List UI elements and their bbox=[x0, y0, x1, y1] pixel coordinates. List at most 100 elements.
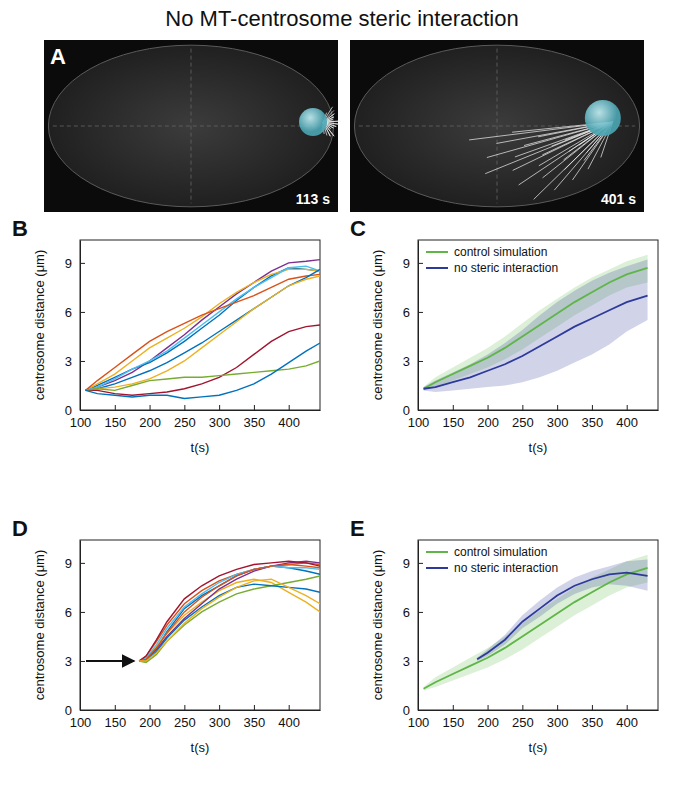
centrosome-sphere bbox=[299, 108, 327, 136]
axis-line bbox=[419, 410, 659, 411]
tick: 150 bbox=[442, 705, 464, 730]
tick-label: 9 bbox=[65, 556, 72, 571]
tick-label: 350 bbox=[244, 715, 266, 730]
tick-mark bbox=[184, 405, 185, 410]
tick-mark bbox=[80, 312, 85, 313]
plot-frame bbox=[418, 540, 658, 710]
tick-label: 100 bbox=[70, 715, 92, 730]
tick-mark bbox=[115, 705, 116, 710]
tick-mark bbox=[557, 405, 558, 410]
axis-line bbox=[81, 410, 321, 411]
tick: 400 bbox=[278, 405, 300, 430]
tick-mark bbox=[184, 705, 185, 710]
series-line bbox=[86, 268, 320, 391]
tick-mark bbox=[254, 405, 255, 410]
tick: 9 bbox=[403, 256, 423, 271]
y-axis: 0369 bbox=[403, 241, 423, 418]
series-line bbox=[139, 579, 320, 661]
tick-mark bbox=[557, 705, 558, 710]
series-line bbox=[139, 579, 320, 661]
tick: 0 bbox=[65, 403, 85, 418]
tick: 3 bbox=[403, 654, 423, 669]
tick: 150 bbox=[104, 705, 126, 730]
plot-frame bbox=[80, 540, 320, 710]
tick-mark bbox=[289, 405, 290, 410]
legend-label: no steric interaction bbox=[454, 261, 558, 275]
chart-panel: 1001502002503003504000369t(s)centrosome … bbox=[350, 516, 659, 755]
tick: 3 bbox=[65, 354, 85, 369]
tick-label: 100 bbox=[408, 415, 430, 430]
plot-area bbox=[86, 260, 320, 399]
plot-area bbox=[424, 255, 648, 392]
tick-label: 6 bbox=[65, 605, 72, 620]
panel-letter: C bbox=[350, 216, 366, 241]
tick-mark bbox=[80, 361, 85, 362]
legend: control simulationno steric interaction bbox=[426, 245, 558, 275]
legend-label: control simulation bbox=[454, 545, 547, 559]
legend-label: no steric interaction bbox=[454, 561, 558, 575]
tick: 0 bbox=[403, 403, 423, 418]
tick-label: 400 bbox=[616, 715, 638, 730]
panel-letter: A bbox=[50, 44, 66, 69]
tick: 0 bbox=[65, 703, 85, 718]
tick-mark bbox=[150, 705, 151, 710]
tick-mark bbox=[418, 612, 423, 613]
tick-label: 400 bbox=[616, 415, 638, 430]
panel-letter: B bbox=[12, 216, 28, 241]
x-axis-title: t(s) bbox=[529, 740, 548, 755]
series-line bbox=[86, 260, 320, 391]
legend-swatch bbox=[426, 567, 448, 569]
tick-mark bbox=[80, 410, 85, 411]
tick-mark bbox=[453, 405, 454, 410]
arrow bbox=[86, 660, 134, 662]
tick-label: 250 bbox=[174, 415, 196, 430]
tick: 250 bbox=[174, 705, 196, 730]
tick: 9 bbox=[65, 556, 85, 571]
tick-mark bbox=[80, 661, 85, 662]
legend-swatch bbox=[426, 251, 448, 253]
band bbox=[424, 260, 648, 392]
tick: 150 bbox=[442, 405, 464, 430]
y-axis-title: centrosome distance (μm) bbox=[32, 250, 47, 401]
tick-mark bbox=[627, 705, 628, 710]
series-line bbox=[424, 568, 648, 689]
tick-label: 200 bbox=[139, 715, 161, 730]
tick-mark bbox=[418, 410, 423, 411]
tick-mark bbox=[488, 705, 489, 710]
tick: 300 bbox=[547, 405, 569, 430]
tick-mark bbox=[115, 405, 116, 410]
tick: 400 bbox=[616, 405, 638, 430]
y-axis-title: centrosome distance (μm) bbox=[370, 550, 385, 701]
centrosome-sphere bbox=[585, 100, 621, 136]
x-axis-title: t(s) bbox=[191, 740, 210, 755]
plot-area bbox=[424, 555, 648, 691]
tick: 300 bbox=[209, 405, 231, 430]
tick: 200 bbox=[477, 705, 499, 730]
tick-label: 250 bbox=[512, 415, 534, 430]
y-axis: 0369 bbox=[65, 241, 85, 418]
axis-line bbox=[80, 241, 81, 411]
tick-label: 150 bbox=[104, 415, 126, 430]
tick-label: 350 bbox=[244, 415, 266, 430]
tick-label: 0 bbox=[65, 703, 72, 718]
tick: 350 bbox=[244, 405, 266, 430]
series-line bbox=[424, 268, 648, 389]
tick-label: 300 bbox=[209, 415, 231, 430]
series-line bbox=[139, 576, 320, 663]
embryo bbox=[354, 45, 639, 207]
series-line bbox=[139, 584, 320, 661]
chart-panel: 1001502002503003504000369t(s)centrosome … bbox=[350, 216, 659, 455]
plot-frame bbox=[80, 240, 320, 410]
tick-label: 200 bbox=[477, 415, 499, 430]
tick-mark bbox=[289, 705, 290, 710]
snapshot-time: 113 s bbox=[296, 191, 330, 207]
y-axis: 0369 bbox=[403, 541, 423, 718]
figure-title: No MT-centrosome steric interaction bbox=[165, 6, 518, 31]
tick-label: 3 bbox=[403, 654, 410, 669]
tick-label: 250 bbox=[174, 715, 196, 730]
tick-label: 9 bbox=[403, 256, 410, 271]
tick-mark bbox=[80, 710, 85, 711]
tick-mark bbox=[453, 705, 454, 710]
tick-label: 400 bbox=[278, 715, 300, 730]
tick: 400 bbox=[616, 705, 638, 730]
